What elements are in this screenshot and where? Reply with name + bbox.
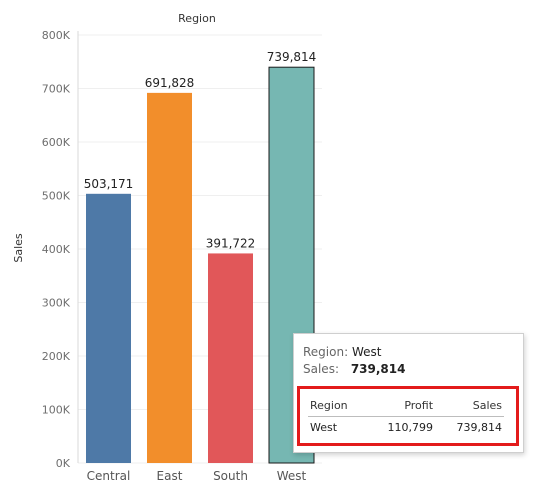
y-tick-label: 0K [56,457,71,470]
tooltip-cell-profit: 110,799 [387,421,434,434]
y-tick-label: 700K [42,83,71,96]
bar-central[interactable] [86,193,131,463]
bar-south[interactable] [208,253,253,463]
tooltip-cell-sales: 739,814 [456,421,503,434]
y-tick-label: 400K [42,243,71,256]
x-tick-label-east: East [157,469,183,483]
tooltip-table-highlight-box: Region Profit Sales West 110,799 739,814 [297,386,519,446]
tooltip-region-line: Region: West [303,345,381,359]
table-row: West 110,799 739,814 [308,417,504,437]
x-tick-label-central: Central [87,469,131,483]
y-tick-label: 500K [42,190,71,203]
data-labels: 503,171 691,828 391,722 739,814 [84,50,317,250]
y-axis-title: Sales [12,233,25,263]
x-axis-category-labels: Central East South West [87,469,307,483]
bar-east[interactable] [147,92,192,464]
x-tick-label-south: South [213,469,248,483]
tooltip-sales-value: 739,814 [350,362,406,376]
tooltip: Region: West Sales: 739,814 Region Profi… [293,333,524,453]
tooltip-header-profit: Profit [366,397,436,417]
tooltip-sales-line: Sales: 739,814 [303,362,405,376]
tooltip-header-region: Region [308,397,367,417]
tooltip-header-sales: Sales [435,397,504,417]
y-tick-label: 200K [42,350,71,363]
tooltip-region-key: Region: [303,345,349,359]
tooltip-region-value: West [351,345,382,359]
tooltip-summary-table: Region Profit Sales West 110,799 739,814 [308,397,504,436]
tooltip-cell-region: West [310,421,338,434]
data-label-central: 503,171 [84,177,134,191]
x-tick-label-west: West [277,469,307,483]
data-label-east: 691,828 [145,76,195,90]
tooltip-sales-key: Sales: [303,362,339,376]
data-label-west: 739,814 [267,50,317,64]
bars[interactable] [86,66,315,464]
y-tick-label: 600K [42,136,71,149]
y-axis-ticks: 0K 100K 200K 300K 400K 500K 600K 700K 800K [42,29,71,470]
y-tick-label: 100K [42,404,71,417]
y-tick-label: 300K [42,297,71,310]
y-tick-label: 800K [42,29,71,42]
tooltip-table-header-row: Region Profit Sales [308,397,504,417]
data-label-south: 391,722 [206,236,256,250]
column-header-region: Region [178,12,216,25]
